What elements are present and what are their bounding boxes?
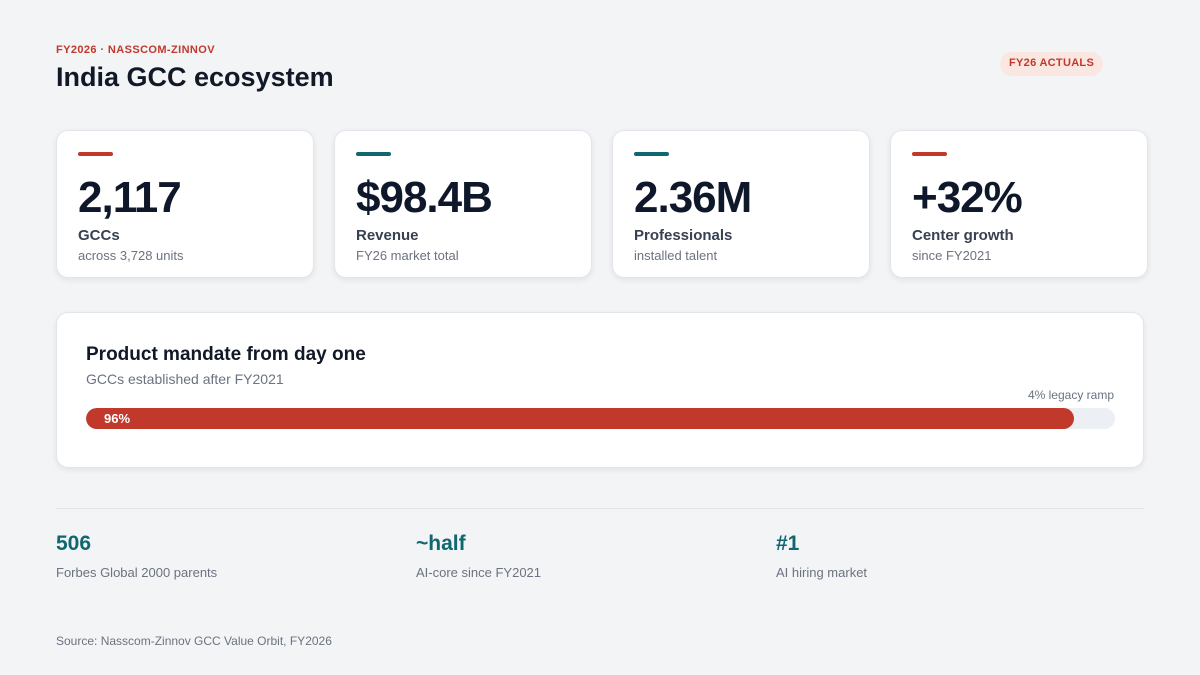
kpi-label: Revenue — [356, 227, 419, 244]
section-divider — [56, 508, 1144, 509]
stat-label: AI-core since FY2021 — [416, 565, 542, 580]
card-accent-bar — [78, 152, 113, 156]
kpi-label: GCCs — [78, 227, 120, 244]
kpi-subtext: FY26 market total — [356, 248, 459, 263]
source-note: Source: Nasscom-Zinnov GCC Value Orbit, … — [56, 634, 332, 648]
kpi-label: Professionals — [634, 227, 733, 244]
kpi-value: 2,117 — [78, 173, 182, 222]
stat-ai-hiring: #1 AI hiring market — [776, 532, 867, 580]
status-badge: FY26 ACTUALS — [1000, 52, 1104, 76]
kpi-label: Center growth — [912, 227, 1014, 244]
eyebrow-label: FY2026 · NASSCOM-ZINNOV — [56, 44, 215, 56]
progress-percent-label: 96% — [104, 411, 131, 426]
kpi-value: 2.36M — [634, 173, 752, 222]
stat-value: #1 — [776, 532, 800, 555]
kpi-card-professionals: 2.36M Professionals installed talent — [612, 130, 870, 278]
mandate-subtitle: GCCs established after FY2021 — [86, 371, 284, 387]
kpi-card-revenue: $98.4B Revenue FY26 market total — [334, 130, 592, 278]
stat-value: ~half — [416, 532, 466, 555]
stat-label: AI hiring market — [776, 565, 868, 580]
mandate-card: Product mandate from day one GCCs establ… — [56, 312, 1144, 468]
stat-label: Forbes Global 2000 parents — [56, 565, 218, 580]
kpi-subtext: since FY2021 — [912, 248, 992, 263]
kpi-card-gccs: 2,117 GCCs across 3,728 units — [56, 130, 314, 278]
kpi-value: $98.4B — [356, 173, 493, 222]
page-title: India GCC ecosystem — [56, 62, 334, 92]
mandate-title: Product mandate from day one — [86, 344, 366, 365]
card-accent-bar — [912, 152, 947, 156]
stat-value: 506 — [56, 532, 92, 555]
kpi-value: +32% — [912, 173, 1023, 222]
progress-track: 96% — [86, 408, 1115, 429]
kpi-card-center-growth: +32% Center growth since FY2021 — [890, 130, 1148, 278]
card-accent-bar — [356, 152, 391, 156]
kpi-subtext: installed talent — [634, 248, 718, 263]
stat-ai-core: ~half AI-core since FY2021 — [416, 532, 541, 580]
progress-fill: 96% — [86, 408, 1074, 429]
card-accent-bar — [634, 152, 669, 156]
kpi-subtext: across 3,728 units — [78, 248, 184, 263]
stat-forbes-parents: 506 Forbes Global 2000 parents — [56, 532, 217, 580]
legacy-ramp-note: 4% legacy ramp — [1027, 388, 1114, 402]
